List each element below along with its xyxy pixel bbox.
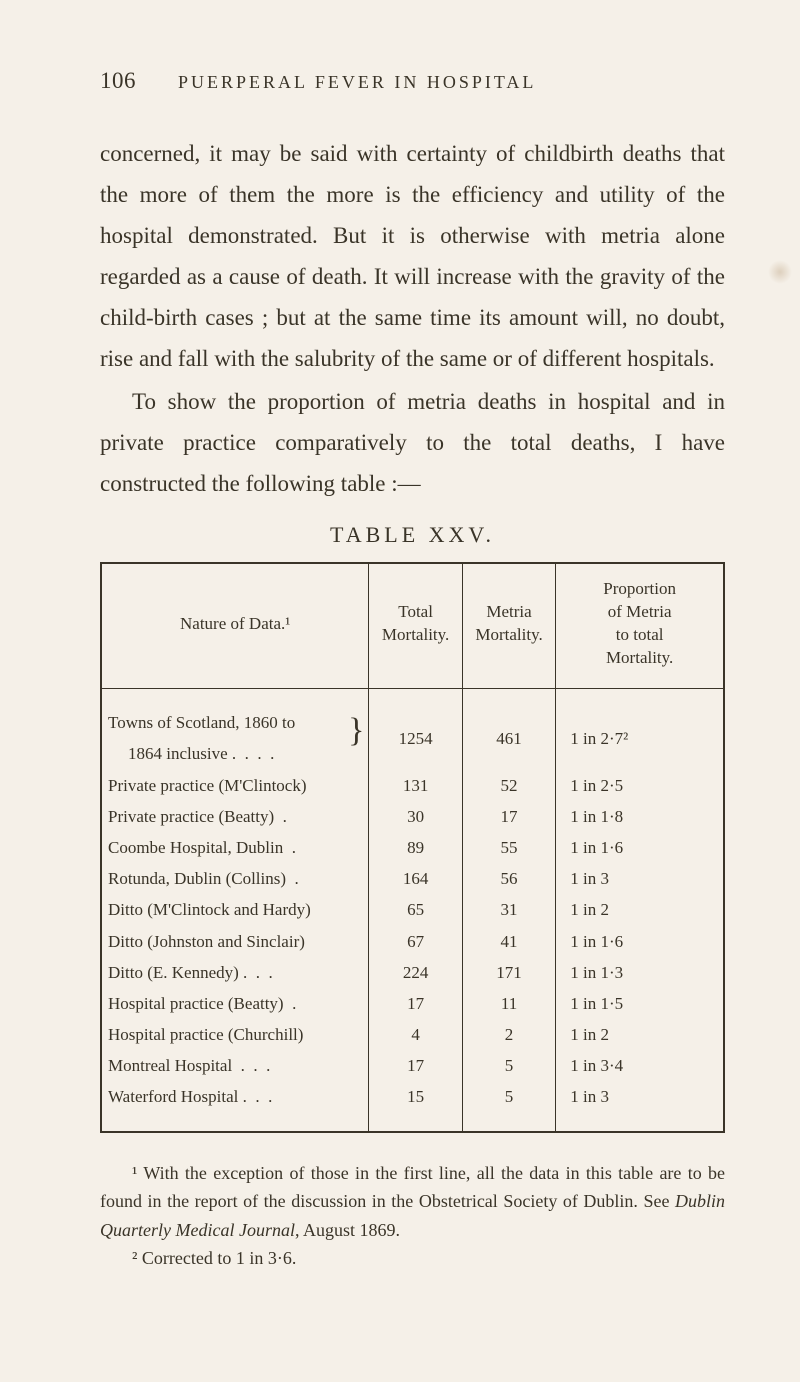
metria-cell: 52	[462, 770, 555, 801]
table-row: Ditto (Johnston and Sinclair)67411 in 1·…	[101, 926, 724, 957]
proportion-cell: 1 in 1·8	[556, 801, 724, 832]
metria-cell: 2	[462, 1019, 555, 1050]
proportion-cell: 1 in 1·6	[556, 926, 724, 957]
metria-cell: 41	[462, 926, 555, 957]
metria-cell: 55	[462, 832, 555, 863]
total-cell: 17	[369, 1050, 462, 1081]
proportion-cell: 1 in 2·7²	[556, 689, 724, 770]
col-header-proportion: Proportion of Metria to total Mortality.	[556, 563, 724, 688]
paragraph-2: To show the proportion of metria deaths …	[100, 382, 725, 505]
nature-cell: Ditto (Johnston and Sinclair)	[101, 926, 369, 957]
total-cell: 30	[369, 801, 462, 832]
col-header-total: Total Mortality.	[369, 563, 462, 688]
table-row: Hospital practice (Beatty) .17111 in 1·5	[101, 988, 724, 1019]
footnote-2: ² Corrected to 1 in 3·6.	[100, 1244, 725, 1272]
proportion-cell: 1 in 3	[556, 1081, 724, 1131]
paragraph-1: concerned, it may be said with certainty…	[100, 134, 725, 380]
table-row: Montreal Hospital . . .1751 in 3·4	[101, 1050, 724, 1081]
prop-line3: to total	[616, 625, 664, 644]
table-row: Coombe Hospital, Dublin .89551 in 1·6	[101, 832, 724, 863]
metria-cell: 17	[462, 801, 555, 832]
prop-line2: of Metria	[608, 602, 672, 621]
table-row: Private practice (M'Clintock)131521 in 2…	[101, 770, 724, 801]
table-row: Ditto (E. Kennedy) . . .2241711 in 1·3	[101, 957, 724, 988]
table-row: Hospital practice (Churchill)421 in 2	[101, 1019, 724, 1050]
total-cell: 224	[369, 957, 462, 988]
table-row: Private practice (Beatty) .30171 in 1·8	[101, 801, 724, 832]
proportion-cell: 1 in 2	[556, 1019, 724, 1050]
nature-cell: Towns of Scotland, 1860 to}	[101, 689, 369, 739]
nature-cell: Hospital practice (Beatty) .	[101, 988, 369, 1019]
table-row: Ditto (M'Clintock and Hardy)65311 in 2	[101, 894, 724, 925]
nature-cell: Ditto (M'Clintock and Hardy)	[101, 894, 369, 925]
running-head: PUERPERAL FEVER IN HOSPITAL	[178, 72, 536, 93]
total-cell: 131	[369, 770, 462, 801]
total-cell: 17	[369, 988, 462, 1019]
footnote-1-prefix: ¹ With the exception of those in the fir…	[100, 1163, 725, 1211]
table-row: Waterford Hospital . . .1551 in 3	[101, 1081, 724, 1131]
table-body: Towns of Scotland, 1860 to}12544611 in 2…	[101, 689, 724, 1132]
nature-cell: Private practice (M'Clintock)	[101, 770, 369, 801]
proportion-cell: 1 in 1·5	[556, 988, 724, 1019]
total-cell: 164	[369, 863, 462, 894]
total-cell: 1254	[369, 689, 462, 770]
proportion-cell: 1 in 2	[556, 894, 724, 925]
total-cell: 65	[369, 894, 462, 925]
nature-cell: Private practice (Beatty) .	[101, 801, 369, 832]
metria-cell: 5	[462, 1050, 555, 1081]
nature-cell: Hospital practice (Churchill)	[101, 1019, 369, 1050]
proportion-cell: 1 in 1·3	[556, 957, 724, 988]
table-header-row: Nature of Data.¹ Total Mortality. Metria…	[101, 563, 724, 688]
table-row: Rotunda, Dublin (Collins) .164561 in 3	[101, 863, 724, 894]
page-foxing	[768, 260, 792, 284]
metria-cell: 171	[462, 957, 555, 988]
total-cell: 15	[369, 1081, 462, 1131]
nature-cell: Coombe Hospital, Dublin .	[101, 832, 369, 863]
total-cell: 89	[369, 832, 462, 863]
prop-line4: Mortality.	[606, 648, 673, 667]
col-header-nature: Nature of Data.¹	[101, 563, 369, 688]
nature-cell: Montreal Hospital . . .	[101, 1050, 369, 1081]
page-number: 106	[100, 68, 136, 94]
metria-cell: 11	[462, 988, 555, 1019]
prop-line1: Proportion	[603, 579, 676, 598]
page-header: 106 PUERPERAL FEVER IN HOSPITAL	[100, 68, 725, 94]
nature-cell: 1864 inclusive . . . .	[101, 738, 369, 769]
total-cell: 4	[369, 1019, 462, 1050]
nature-cell: Waterford Hospital . . .	[101, 1081, 369, 1131]
total-cell: 67	[369, 926, 462, 957]
proportion-cell: 1 in 3	[556, 863, 724, 894]
data-table: Nature of Data.¹ Total Mortality. Metria…	[100, 562, 725, 1132]
metria-cell: 31	[462, 894, 555, 925]
footnote-1: ¹ With the exception of those in the fir…	[100, 1159, 725, 1244]
body-text: concerned, it may be said with certainty…	[100, 134, 725, 504]
metria-cell: 56	[462, 863, 555, 894]
col-header-metria: Metria Mortality.	[462, 563, 555, 688]
proportion-cell: 1 in 1·6	[556, 832, 724, 863]
proportion-cell: 1 in 3·4	[556, 1050, 724, 1081]
nature-cell: Ditto (E. Kennedy) . . .	[101, 957, 369, 988]
footnotes: ¹ With the exception of those in the fir…	[100, 1159, 725, 1273]
nature-cell: Rotunda, Dublin (Collins) .	[101, 863, 369, 894]
proportion-cell: 1 in 2·5	[556, 770, 724, 801]
metria-cell: 5	[462, 1081, 555, 1131]
metria-cell: 461	[462, 689, 555, 770]
table-row: Towns of Scotland, 1860 to}12544611 in 2…	[101, 689, 724, 739]
footnote-1-suffix: , August 1869.	[295, 1220, 400, 1240]
brace-icon: }	[348, 714, 364, 748]
table-head: Nature of Data.¹ Total Mortality. Metria…	[101, 563, 724, 688]
table-title: TABLE XXV.	[100, 522, 725, 548]
